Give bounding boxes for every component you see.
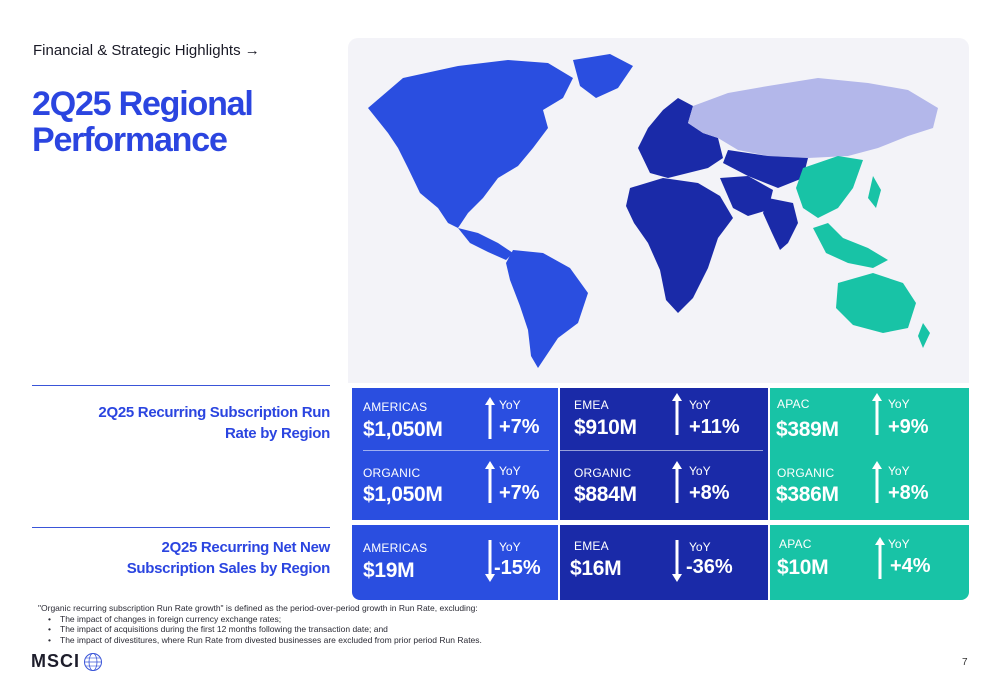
page-number: 7 [962, 657, 968, 668]
section-rule-top [32, 385, 330, 386]
net-new-section-label: 2Q25 Recurring Net New Subscription Sale… [126, 539, 331, 577]
map-region-middle-east [720, 176, 773, 216]
map-region-new-zealand [918, 323, 930, 348]
yoy-value: +8% [689, 482, 730, 504]
yoy-value: +7% [499, 482, 540, 504]
net-new-value: $10M [777, 556, 829, 579]
arrow-up-icon [672, 393, 682, 435]
arrow-down-icon [485, 540, 495, 582]
map-region-southeast-asia [813, 223, 888, 268]
map-region-japan [868, 176, 881, 208]
run-rate-value: $1,050M [363, 418, 443, 441]
footnote-intro: "Organic recurring subscription Run Rate… [38, 603, 478, 613]
footnote-list: The impact of changes in foreign currenc… [38, 614, 598, 646]
tile-divider [363, 450, 549, 451]
run-rate-section-label: 2Q25 Recurring Subscription Run Rate by … [98, 404, 330, 442]
run-rate-value: $389M [776, 418, 839, 441]
organic-label: ORGANIC [363, 466, 421, 480]
footnote-item: The impact of changes in foreign currenc… [48, 614, 598, 625]
map-region-india [763, 198, 798, 250]
yoy-label: YoY [888, 464, 910, 478]
yoy-label: YoY [499, 464, 521, 478]
yoy-value: +9% [888, 416, 929, 438]
map-region-central-america [458, 228, 513, 260]
arrow-up-icon [672, 461, 682, 503]
yoy-label: YoY [689, 464, 711, 478]
organic-value: $884M [574, 483, 637, 506]
arrow-down-icon [672, 540, 682, 582]
yoy-value: -15% [494, 557, 541, 579]
yoy-label: YoY [888, 397, 910, 411]
run-rate-apac-tile: APAC $389M YoY +9% ORGANIC $386M YoY +8% [770, 388, 969, 520]
tile-divider [560, 450, 763, 451]
run-rate-americas-tile: AMERICAS $1,050M YoY +7% ORGANIC $1,050M… [352, 388, 558, 520]
footnote-item: The impact of divestitures, where Run Ra… [48, 635, 598, 646]
region-name: APAC [777, 397, 810, 411]
net-new-americas-tile: AMERICAS $19M YoY -15% [352, 525, 558, 600]
globe-icon [84, 652, 102, 671]
run-rate-emea-tile: EMEA $910M YoY +11% ORGANIC $884M YoY +8… [560, 388, 768, 520]
map-region-russia [688, 78, 938, 158]
region-name: EMEA [574, 398, 609, 412]
organic-value: $386M [776, 483, 839, 506]
arrow-up-icon [485, 461, 495, 503]
region-name: AMERICAS [363, 400, 428, 414]
yoy-label: YoY [689, 540, 711, 554]
arrow-up-icon [872, 393, 882, 435]
yoy-value: +7% [499, 416, 540, 438]
yoy-value: +8% [888, 482, 929, 504]
arrow-up-icon [875, 537, 885, 579]
net-new-apac-tile: APAC $10M YoY +4% [770, 525, 969, 600]
arrow-up-icon [485, 397, 495, 439]
organic-label: ORGANIC [574, 466, 632, 480]
page-title: 2Q25 Regional Performance [32, 85, 254, 159]
region-name: APAC [779, 537, 812, 551]
logo-text: MSCI [31, 651, 80, 671]
region-name: AMERICAS [363, 541, 428, 555]
map-region-east-asia [796, 156, 863, 218]
map-region-australia [836, 273, 916, 333]
net-new-value: $19M [363, 559, 415, 582]
breadcrumb[interactable]: Financial & Strategic Highlights → [33, 42, 260, 59]
map-region-greenland [573, 54, 633, 98]
section-rule-bottom [32, 527, 330, 528]
map-region-south-america [506, 250, 588, 368]
yoy-value: -36% [686, 556, 733, 578]
footnote: "Organic recurring subscription Run Rate… [38, 603, 598, 645]
net-new-value: $16M [570, 557, 622, 580]
map-region-europe [638, 98, 723, 178]
map-region-north-america [368, 60, 573, 228]
net-new-emea-tile: EMEA $16M YoY -36% [560, 525, 768, 600]
footnote-item: The impact of acquisitions during the fi… [48, 624, 598, 635]
region-name: EMEA [574, 539, 609, 553]
yoy-label: YoY [689, 398, 711, 412]
arrow-up-icon [872, 461, 882, 503]
yoy-label: YoY [888, 537, 910, 551]
organic-label: ORGANIC [777, 466, 835, 480]
world-map [348, 38, 969, 383]
organic-value: $1,050M [363, 483, 443, 506]
yoy-label: YoY [499, 398, 521, 412]
map-region-central-asia [723, 150, 808, 188]
msci-logo: MSCI [31, 651, 103, 672]
yoy-label: YoY [499, 540, 521, 554]
run-rate-value: $910M [574, 416, 637, 439]
yoy-value: +4% [890, 555, 931, 577]
yoy-value: +11% [689, 416, 740, 438]
map-region-africa [626, 178, 733, 313]
